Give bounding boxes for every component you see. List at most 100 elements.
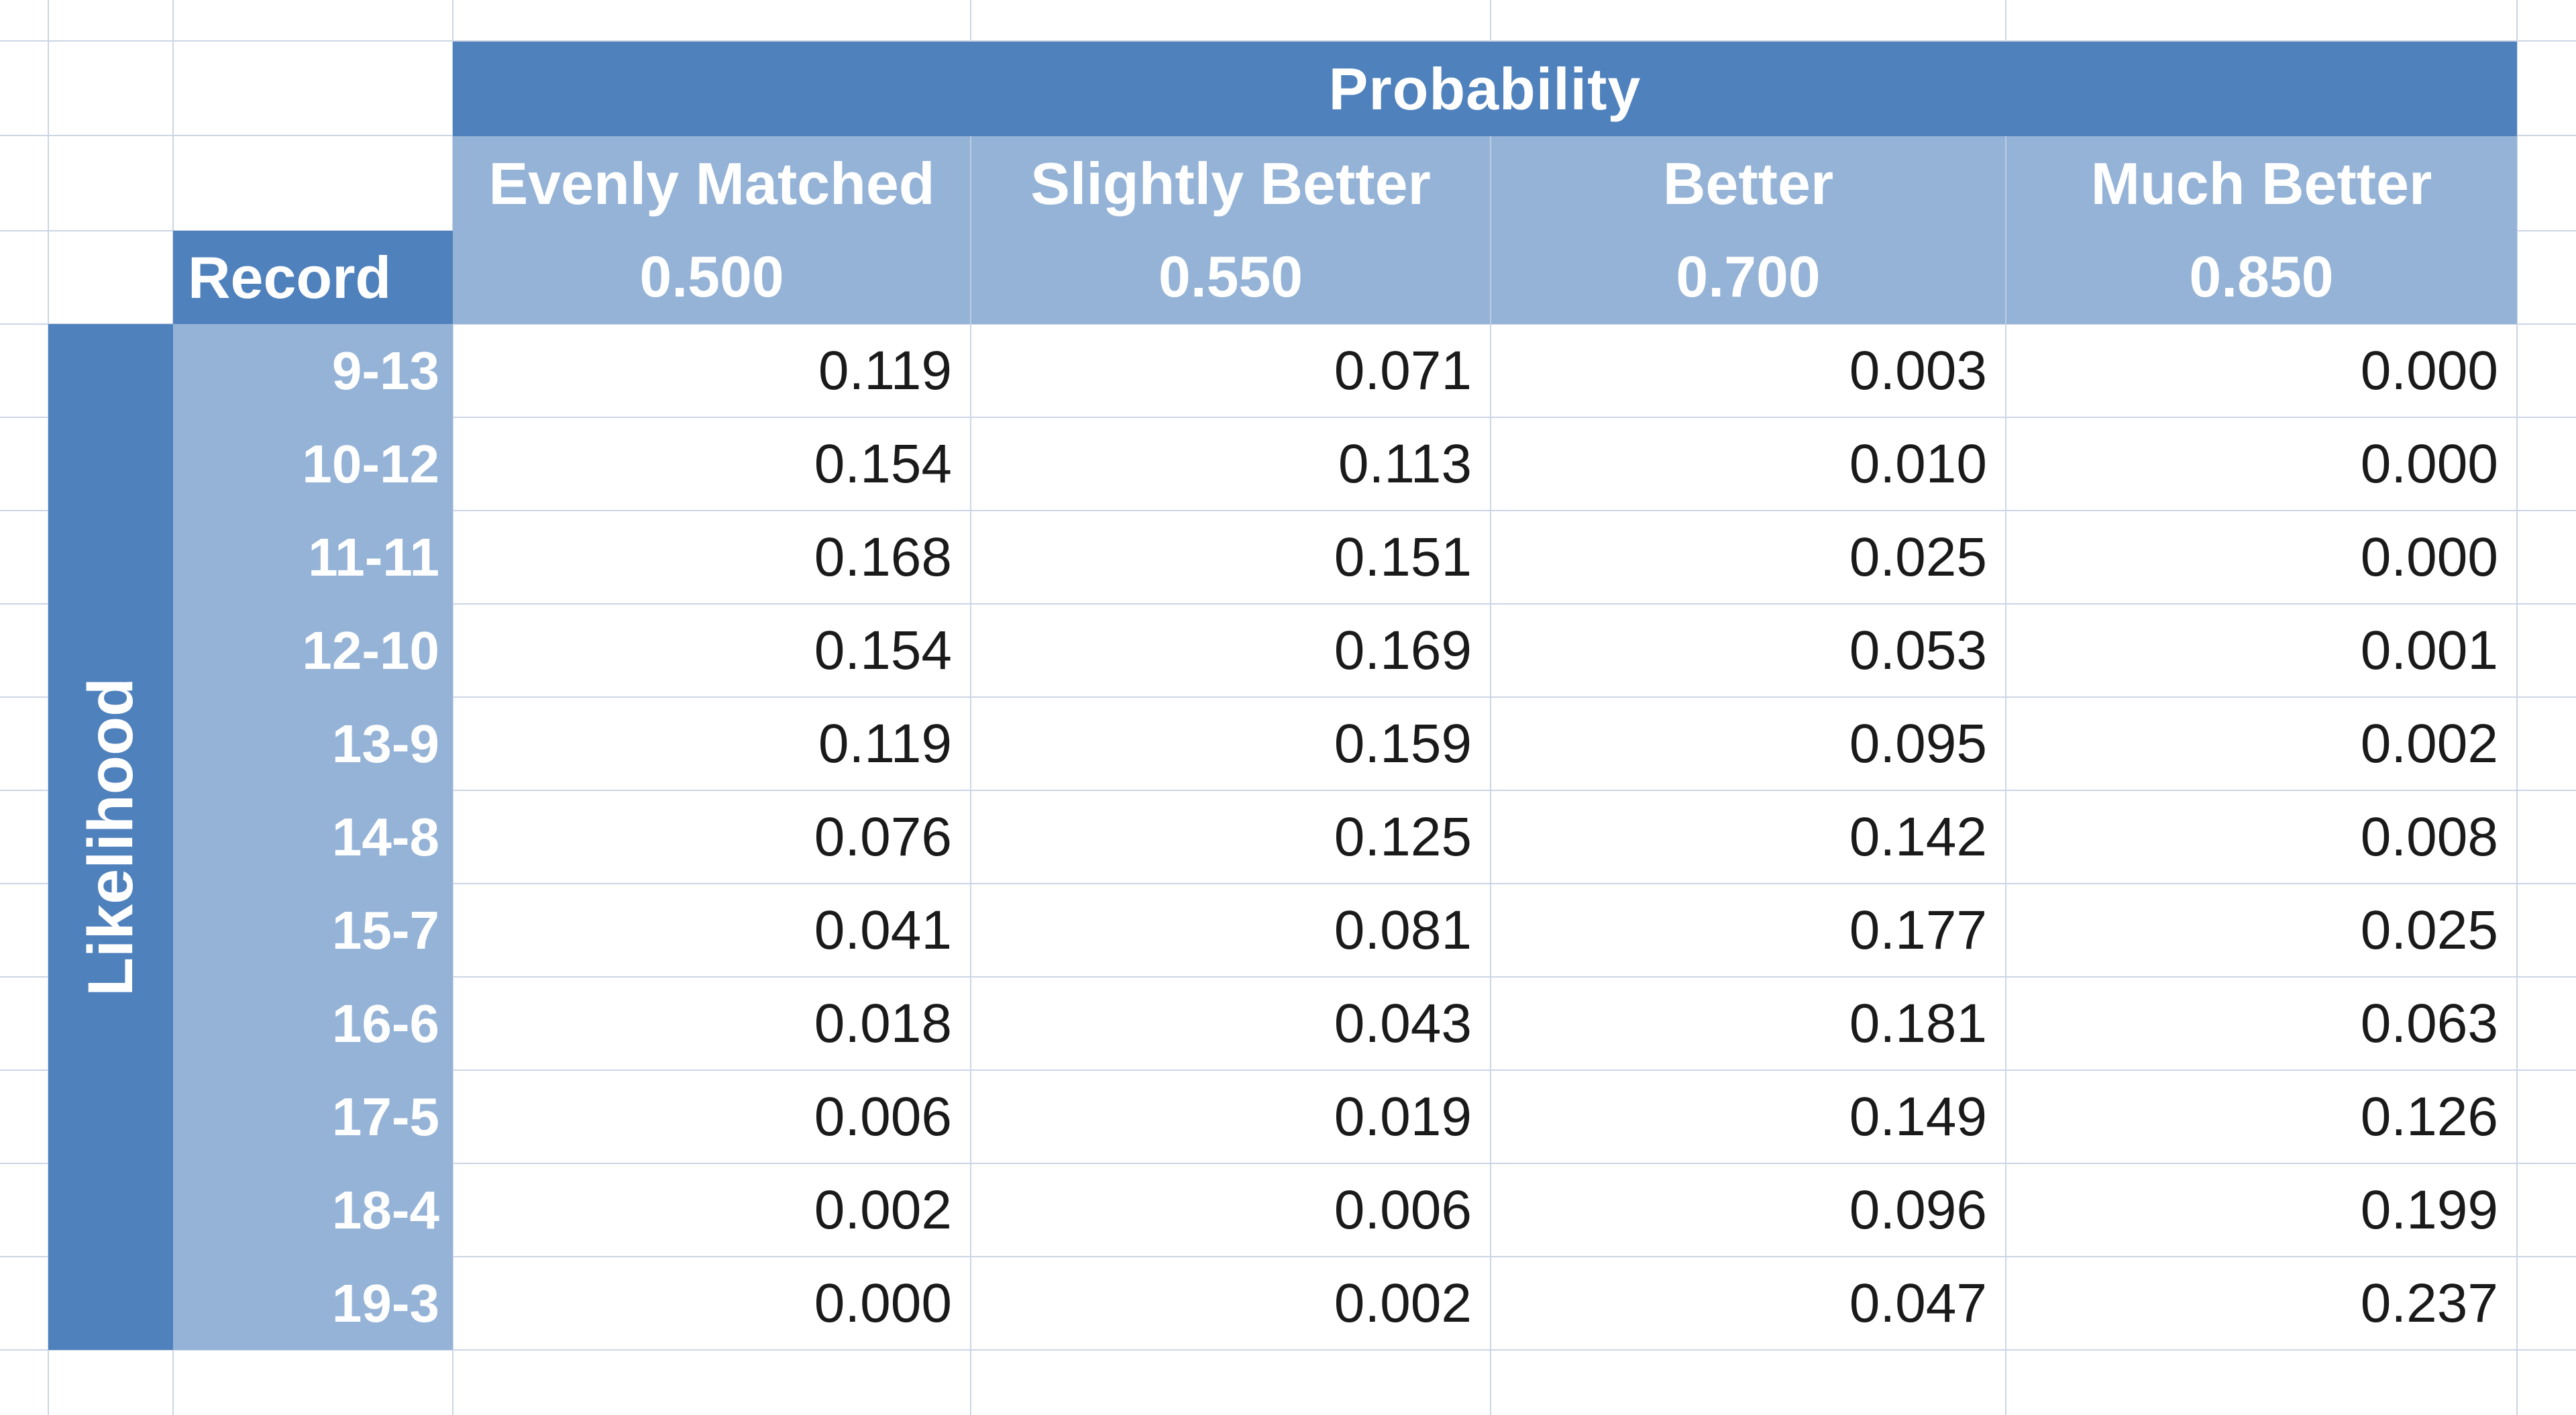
column-header-evenly-matched[interactable]: Evenly Matched <box>453 136 971 231</box>
data-cell[interactable]: 0.010 <box>1491 417 2006 511</box>
data-cell[interactable]: 0.149 <box>1491 1070 2006 1163</box>
data-cell[interactable]: 0.006 <box>971 1163 1491 1257</box>
data-value: 0.168 <box>814 526 952 588</box>
data-cell[interactable]: 0.095 <box>1491 697 2006 790</box>
data-cell[interactable]: 0.154 <box>453 417 971 511</box>
data-cell[interactable]: 0.081 <box>971 884 1491 977</box>
data-cell[interactable]: 0.043 <box>971 977 1491 1070</box>
row-label: 17-5 <box>331 1086 439 1147</box>
probability-title-cell[interactable]: Probability <box>453 42 2517 136</box>
row-label-cell[interactable]: 16-6 <box>173 977 453 1070</box>
data-cell[interactable]: 0.002 <box>971 1257 1491 1350</box>
data-cell[interactable]: 0.169 <box>971 604 1491 697</box>
data-cell[interactable]: 0.000 <box>2006 417 2517 511</box>
data-cell[interactable]: 0.237 <box>2006 1257 2517 1350</box>
data-value: 0.063 <box>2360 992 2498 1054</box>
data-value: 0.019 <box>1334 1086 1472 1147</box>
data-cell[interactable]: 0.006 <box>453 1070 971 1163</box>
column-probability-value[interactable]: 0.550 <box>971 231 1491 324</box>
data-value: 0.119 <box>818 713 952 774</box>
data-cell[interactable]: 0.154 <box>453 604 971 697</box>
data-cell[interactable]: 0.168 <box>453 511 971 604</box>
row-label-cell[interactable]: 13-9 <box>173 697 453 790</box>
row-label-cell[interactable]: 11-11 <box>173 511 453 604</box>
column-header-better[interactable]: Better <box>1491 136 2006 231</box>
column-probability-value[interactable]: 0.500 <box>453 231 971 324</box>
data-cell[interactable]: 0.159 <box>971 697 1491 790</box>
row-label-cell[interactable]: 12-10 <box>173 604 453 697</box>
data-cell[interactable]: 0.000 <box>453 1257 971 1350</box>
data-cell[interactable]: 0.025 <box>2006 884 2517 977</box>
data-value: 0.125 <box>1334 806 1472 868</box>
gridline-row <box>0 1349 2576 1351</box>
data-cell[interactable]: 0.000 <box>2006 324 2517 417</box>
row-label-cell[interactable]: 17-5 <box>173 1070 453 1163</box>
probability-value: 0.700 <box>1676 245 1821 309</box>
row-label-cell[interactable]: 15-7 <box>173 884 453 977</box>
row-label: 9-13 <box>331 340 439 401</box>
gridline-row <box>0 323 2576 325</box>
data-cell[interactable]: 0.125 <box>971 790 1491 884</box>
data-value: 0.000 <box>2360 526 2498 588</box>
gridline-row <box>0 40 2576 42</box>
record-label-column <box>173 324 453 1350</box>
data-value: 0.025 <box>1849 526 1987 588</box>
data-cell[interactable]: 0.018 <box>453 977 971 1070</box>
data-cell[interactable]: 0.000 <box>2006 511 2517 604</box>
gridline-row <box>0 603 2576 605</box>
data-cell[interactable]: 0.041 <box>453 884 971 977</box>
row-label: 19-3 <box>331 1273 439 1333</box>
column-probability-value[interactable]: 0.700 <box>1491 231 2006 324</box>
data-value: 0.000 <box>2360 339 2498 401</box>
data-cell[interactable]: 0.181 <box>1491 977 2006 1070</box>
row-label-cell[interactable]: 18-4 <box>173 1163 453 1257</box>
data-value: 0.151 <box>1334 526 1472 588</box>
data-value: 0.081 <box>1334 899 1472 961</box>
row-label-cell[interactable]: 14-8 <box>173 790 453 884</box>
data-cell[interactable]: 0.003 <box>1491 324 2006 417</box>
likelihood-header-cell[interactable]: Likelihood <box>48 324 173 1350</box>
data-value: 0.199 <box>2360 1179 2498 1241</box>
data-cell[interactable]: 0.053 <box>1491 604 2006 697</box>
gridline-row <box>0 510 2576 511</box>
data-value: 0.002 <box>814 1179 952 1241</box>
data-cell[interactable]: 0.199 <box>2006 1163 2517 1257</box>
data-cell[interactable]: 0.025 <box>1491 511 2006 604</box>
header-band-separator <box>2005 136 2006 324</box>
data-cell[interactable]: 0.096 <box>1491 1163 2006 1257</box>
data-cell[interactable]: 0.119 <box>453 697 971 790</box>
data-cell[interactable]: 0.113 <box>971 417 1491 511</box>
record-header-cell[interactable]: Record <box>173 231 453 324</box>
data-value: 0.000 <box>814 1272 952 1334</box>
row-label: 15-7 <box>331 900 439 960</box>
data-cell[interactable]: 0.142 <box>1491 790 2006 884</box>
data-cell[interactable]: 0.002 <box>453 1163 971 1257</box>
data-cell[interactable]: 0.119 <box>453 324 971 417</box>
data-cell[interactable]: 0.126 <box>2006 1070 2517 1163</box>
row-label: 14-8 <box>331 806 439 867</box>
row-label-cell[interactable]: 9-13 <box>173 324 453 417</box>
data-value: 0.181 <box>1849 992 1987 1054</box>
data-value: 0.159 <box>1334 713 1472 774</box>
data-cell[interactable]: 0.008 <box>2006 790 2517 884</box>
row-label-cell[interactable]: 19-3 <box>173 1257 453 1350</box>
data-cell[interactable]: 0.151 <box>971 511 1491 604</box>
data-cell[interactable]: 0.063 <box>2006 977 2517 1070</box>
data-cell[interactable]: 0.001 <box>2006 604 2517 697</box>
data-cell[interactable]: 0.076 <box>453 790 971 884</box>
data-cell[interactable]: 0.002 <box>2006 697 2517 790</box>
data-cell[interactable]: 0.071 <box>971 324 1491 417</box>
column-probability-value[interactable]: 0.850 <box>2006 231 2517 324</box>
data-value: 0.003 <box>1849 339 1987 401</box>
data-value: 0.095 <box>1849 713 1987 774</box>
column-header-slightly-better[interactable]: Slightly Better <box>971 136 1491 231</box>
data-cell[interactable]: 0.177 <box>1491 884 2006 977</box>
row-label-cell[interactable]: 10-12 <box>173 417 453 511</box>
data-cell[interactable]: 0.019 <box>971 1070 1491 1163</box>
data-cell[interactable]: 0.047 <box>1491 1257 2006 1350</box>
data-value: 0.018 <box>814 992 952 1054</box>
row-label: 18-4 <box>331 1180 439 1240</box>
column-header-much-better[interactable]: Much Better <box>2006 136 2517 231</box>
data-value: 0.169 <box>1334 619 1472 681</box>
